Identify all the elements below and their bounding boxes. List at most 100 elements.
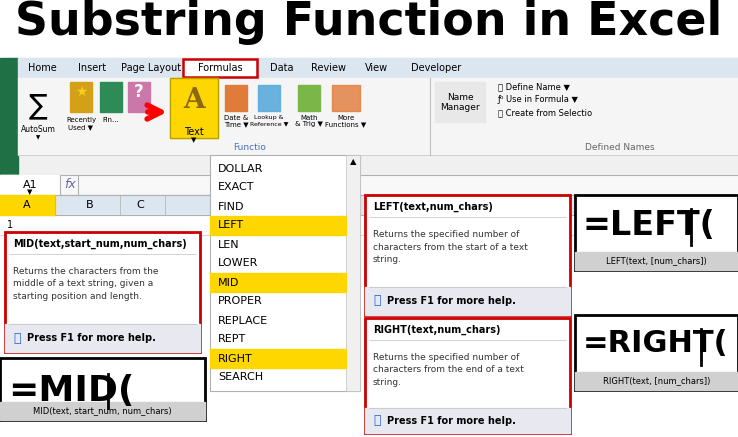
Text: Recently: Recently	[66, 117, 96, 123]
Text: ▼: ▼	[191, 137, 197, 143]
Text: MID: MID	[218, 277, 239, 288]
Text: A: A	[183, 87, 205, 114]
Bar	[365, 195, 570, 315]
Text: & Trig ▼: & Trig ▼	[295, 121, 323, 127]
Text: Math: Math	[300, 115, 318, 121]
Text: FIND: FIND	[218, 201, 244, 212]
Text: =MID(: =MID(	[8, 374, 134, 408]
Text: Functions ▼: Functions ▼	[325, 121, 367, 127]
Text: Fin...: Fin...	[103, 117, 120, 123]
Text: MID(text, start_num, num_chars): MID(text, start_num, num_chars)	[33, 406, 172, 416]
Text: LEFT(text,num_chars): LEFT(text,num_chars)	[373, 202, 493, 212]
Text: Date &: Date &	[224, 115, 248, 121]
Text: ƒ⁰ Use in Formula ▼: ƒ⁰ Use in Formula ▼	[498, 96, 579, 104]
Bar	[365, 408, 570, 433]
Text: Page Layout: Page Layout	[121, 63, 181, 73]
Text: RIGHT(text,num_chars): RIGHT(text,num_chars)	[373, 325, 500, 335]
Text: MID(text,start_num,num_chars): MID(text,start_num,num_chars)	[13, 239, 187, 249]
Bar	[435, 82, 485, 122]
Text: ▼: ▼	[27, 189, 32, 195]
Text: Data: Data	[270, 63, 294, 73]
Text: ?: ?	[134, 83, 144, 101]
Text: H: H	[576, 200, 584, 210]
Bar	[0, 175, 738, 195]
Bar	[210, 155, 360, 391]
Bar	[0, 58, 738, 175]
Text: View: View	[365, 63, 387, 73]
Text: I: I	[638, 200, 641, 210]
Bar	[183, 59, 257, 77]
Text: EXACT: EXACT	[218, 183, 255, 193]
Text: G: G	[516, 200, 524, 210]
Text: ★: ★	[75, 85, 87, 99]
Text: DOLLAR: DOLLAR	[218, 163, 263, 173]
Bar	[575, 195, 738, 270]
Text: ⓘ: ⓘ	[373, 415, 381, 427]
Text: More: More	[337, 115, 355, 121]
Bar	[365, 287, 570, 315]
Text: F: F	[457, 200, 463, 210]
Text: Press F1 for more help.: Press F1 for more help.	[27, 333, 156, 343]
Bar	[258, 85, 280, 111]
Text: LEFT(text, [num_chars]): LEFT(text, [num_chars])	[606, 257, 707, 266]
Text: PROPER: PROPER	[218, 296, 263, 306]
Text: =RIGHT(: =RIGHT(	[583, 329, 728, 358]
Text: B: B	[86, 200, 94, 210]
Bar	[575, 252, 738, 270]
Bar	[346, 155, 360, 391]
Text: A1: A1	[23, 180, 38, 190]
Bar	[5, 232, 200, 352]
Bar	[183, 59, 257, 77]
Bar	[0, 195, 55, 215]
Bar	[210, 216, 346, 235]
Bar	[365, 318, 570, 433]
Bar	[0, 58, 18, 175]
Bar	[128, 82, 150, 112]
Text: LEFT: LEFT	[218, 221, 244, 230]
Bar	[0, 195, 738, 215]
Text: Review: Review	[311, 63, 347, 73]
Bar	[210, 349, 346, 368]
Bar	[298, 85, 320, 111]
Text: Functio: Functio	[233, 143, 266, 153]
Text: Name: Name	[446, 94, 473, 103]
Text: 🗂 Create from Selectio: 🗂 Create from Selectio	[498, 108, 592, 118]
Bar	[575, 315, 738, 390]
Bar	[18, 78, 738, 155]
Text: Insert: Insert	[78, 63, 106, 73]
Text: Formulas: Formulas	[198, 63, 242, 73]
Bar	[70, 82, 92, 112]
Text: LEN: LEN	[218, 239, 240, 250]
Text: Returns the specified number of
characters from the end of a text
string.: Returns the specified number of characte…	[373, 353, 524, 387]
Text: Press F1 for more help.: Press F1 for more help.	[387, 296, 516, 306]
Text: LOWER: LOWER	[218, 259, 258, 268]
Text: ∑: ∑	[29, 91, 47, 119]
Bar	[170, 78, 218, 138]
Text: =LEFT(: =LEFT(	[583, 209, 716, 242]
Text: REPLACE: REPLACE	[218, 316, 268, 326]
Bar	[0, 402, 205, 420]
Text: Defined Names: Defined Names	[585, 143, 655, 153]
Text: RIGHT(text, [num_chars]): RIGHT(text, [num_chars])	[603, 377, 710, 385]
Bar	[210, 273, 346, 292]
Text: ▲: ▲	[350, 157, 356, 166]
Text: Lookup &: Lookup &	[255, 115, 283, 121]
Text: Manager: Manager	[440, 104, 480, 112]
Bar	[0, 215, 738, 235]
Text: ⓘ: ⓘ	[373, 295, 381, 308]
Text: SEARCH: SEARCH	[218, 372, 263, 382]
Text: 1: 1	[7, 220, 13, 230]
Text: Press F1 for more help.: Press F1 for more help.	[387, 416, 516, 426]
Text: RIGHT: RIGHT	[218, 354, 252, 364]
Text: A: A	[23, 200, 31, 210]
Text: Substring Function in Excel: Substring Function in Excel	[15, 0, 723, 45]
Text: Home: Home	[27, 63, 56, 73]
Text: ⓘ: ⓘ	[13, 332, 21, 344]
Bar	[5, 324, 200, 352]
Text: Reference ▼: Reference ▼	[249, 121, 288, 126]
Bar	[100, 82, 122, 112]
Bar	[225, 85, 247, 111]
Bar	[170, 78, 218, 138]
Text: Returns the specified number of
characters from the start of a text
string.: Returns the specified number of characte…	[373, 230, 528, 264]
Text: 🗂 Define Name ▼: 🗂 Define Name ▼	[498, 83, 570, 91]
